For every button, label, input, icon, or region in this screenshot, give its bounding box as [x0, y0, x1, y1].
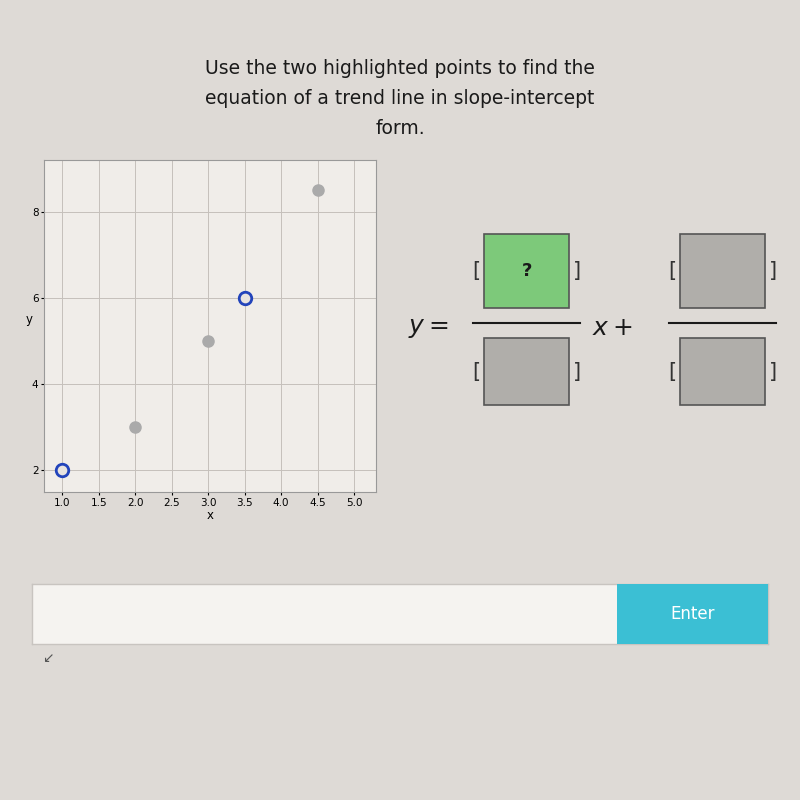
Bar: [617, 584, 768, 644]
Text: ]: ]: [769, 362, 777, 382]
Text: ]: ]: [573, 261, 581, 281]
Text: [: [: [473, 261, 481, 281]
Text: [: [: [473, 362, 481, 382]
Text: equation of a trend line in slope-intercept: equation of a trend line in slope-interc…: [206, 89, 594, 108]
Text: ?: ?: [522, 262, 532, 280]
Text: ↙: ↙: [42, 650, 54, 665]
Text: $x +$: $x +$: [592, 316, 633, 340]
Text: form.: form.: [375, 119, 425, 138]
Text: Enter: Enter: [670, 605, 715, 623]
Bar: [485, 234, 569, 308]
Text: [: [: [668, 261, 677, 281]
Text: ]: ]: [573, 362, 581, 382]
X-axis label: x: x: [206, 509, 214, 522]
Bar: [485, 338, 569, 406]
Text: [: [: [668, 362, 677, 382]
Bar: [680, 234, 765, 308]
Text: ]: ]: [769, 261, 777, 281]
Text: $y =$: $y =$: [408, 316, 448, 340]
Y-axis label: y: y: [26, 313, 33, 326]
Bar: [680, 338, 765, 406]
Text: Use the two highlighted points to find the: Use the two highlighted points to find t…: [205, 58, 595, 78]
